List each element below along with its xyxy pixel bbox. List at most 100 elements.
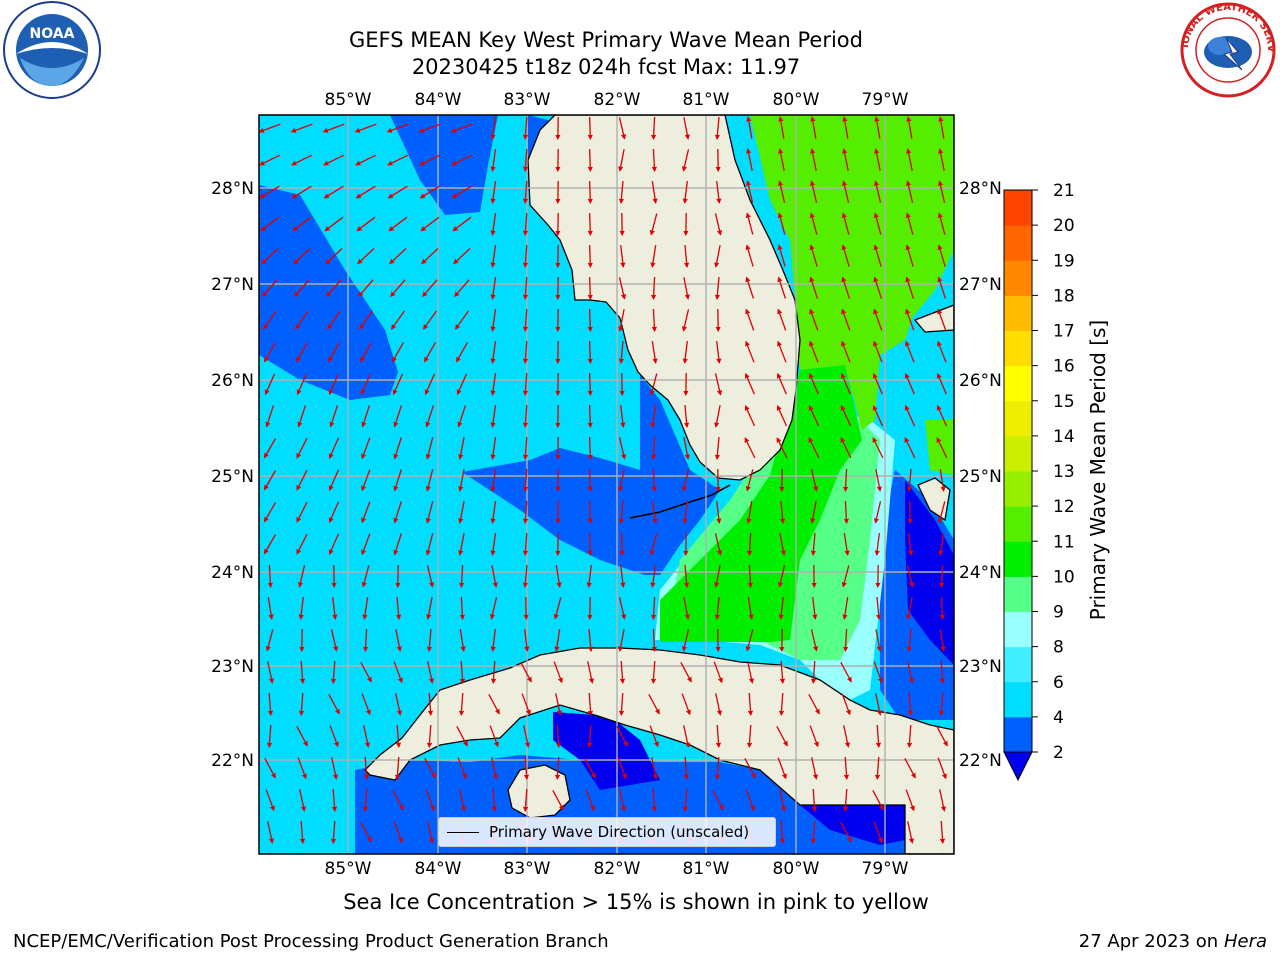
colorbar-segment bbox=[1004, 365, 1032, 402]
land-isla-juventud bbox=[507, 764, 571, 819]
wave-arrow bbox=[323, 185, 344, 199]
wave-arrow bbox=[747, 596, 754, 620]
wave-arrow bbox=[682, 501, 688, 524]
wave-arrow bbox=[777, 276, 787, 299]
wave-arrow bbox=[873, 501, 882, 524]
wave-arrow bbox=[332, 597, 338, 620]
wave-arrow bbox=[355, 185, 376, 199]
wave-arrow bbox=[490, 277, 497, 300]
wave-arrow bbox=[326, 310, 341, 330]
wave-arrow bbox=[490, 501, 497, 524]
wave-arrow bbox=[938, 532, 945, 556]
wave-arrow bbox=[490, 660, 497, 685]
wave-arrow bbox=[259, 185, 280, 199]
colorbar-tick-label: 9 bbox=[1053, 603, 1064, 623]
wave-arrow bbox=[776, 725, 788, 747]
wave-arrow bbox=[905, 789, 915, 812]
map-subtitle: 20230425 t18z 024h fcst Max: 11.97 bbox=[411, 55, 801, 79]
wave-arrow bbox=[779, 533, 786, 556]
wave-arrow bbox=[778, 116, 785, 139]
wave-arrow bbox=[745, 789, 755, 812]
colorbar-segment bbox=[1004, 225, 1032, 261]
wave-arrow bbox=[651, 500, 658, 524]
wave-arrow bbox=[587, 468, 593, 493]
land-cuba bbox=[364, 647, 954, 854]
wave-arrow bbox=[779, 660, 786, 685]
wave-arrow bbox=[587, 404, 593, 429]
wave-arrow bbox=[938, 692, 945, 717]
wave-arrow bbox=[586, 724, 593, 749]
period-field-11-12-se bbox=[925, 420, 954, 475]
wave-arrow bbox=[553, 597, 562, 620]
lon-label: 81°W bbox=[683, 859, 730, 879]
wave-arrow bbox=[745, 212, 754, 235]
wave-arrow bbox=[587, 340, 593, 365]
wave-arrow bbox=[264, 757, 276, 779]
wave-arrow bbox=[426, 565, 435, 588]
wave-arrow bbox=[490, 533, 497, 556]
lat-label: 27°N bbox=[959, 275, 1002, 295]
wave-arrow bbox=[651, 788, 658, 813]
lat-label: 27°N bbox=[211, 275, 254, 295]
wave-arrow bbox=[840, 372, 851, 395]
lat-label: 25°N bbox=[959, 467, 1002, 487]
colorbar-tick-label: 18 bbox=[1053, 286, 1075, 306]
wave-arrow bbox=[651, 340, 658, 364]
wave-arrow bbox=[651, 628, 657, 653]
wave-arrow bbox=[267, 692, 274, 717]
lat-label: 28°N bbox=[211, 179, 254, 199]
wave-arrow bbox=[906, 628, 912, 653]
period-field-10-11 bbox=[660, 365, 862, 642]
wave-arrow bbox=[745, 244, 754, 267]
wave-arrow bbox=[650, 244, 657, 268]
wave-arrow bbox=[875, 469, 882, 492]
wave-arrow bbox=[392, 789, 404, 811]
wave-arrow bbox=[714, 405, 721, 428]
wave-arrow bbox=[716, 181, 722, 204]
wave-arrow bbox=[587, 148, 593, 173]
wave-arrow bbox=[906, 565, 915, 588]
wave-arrow bbox=[872, 372, 883, 395]
wave-arrow bbox=[555, 724, 562, 749]
lon-label: 83°W bbox=[504, 859, 551, 879]
sea-ice-note: Sea Ice Concentration > 15% is shown in … bbox=[343, 890, 929, 914]
wave-arrow bbox=[392, 373, 404, 396]
wave-arrow bbox=[906, 724, 913, 749]
wave-arrow bbox=[357, 248, 375, 265]
wave-arrow bbox=[809, 308, 819, 331]
wave-arrow bbox=[267, 564, 273, 589]
wave-arrow bbox=[457, 405, 467, 428]
wave-arrow bbox=[809, 244, 818, 267]
wave-arrow bbox=[490, 373, 497, 396]
wave-arrow bbox=[618, 340, 624, 365]
wave-arrow bbox=[361, 405, 371, 428]
wave-arrow bbox=[779, 789, 786, 812]
wave-arrow bbox=[522, 308, 529, 333]
wave-arrow bbox=[746, 148, 753, 171]
wave-arrow bbox=[809, 725, 819, 748]
wave-arrow bbox=[261, 248, 279, 265]
wave-arrow bbox=[296, 373, 308, 396]
wave-arrow bbox=[363, 756, 370, 781]
wave-arrow bbox=[938, 148, 945, 171]
lat-label: 28°N bbox=[959, 179, 1002, 199]
wave-arrow bbox=[427, 692, 434, 717]
wave-arrow bbox=[299, 660, 306, 685]
wave-arrow bbox=[552, 789, 564, 811]
wave-arrow bbox=[299, 789, 306, 812]
wave-arrow bbox=[810, 660, 817, 685]
wave-arrow bbox=[684, 244, 690, 269]
lon-label: 85°W bbox=[325, 859, 372, 879]
wave-arrow bbox=[393, 469, 402, 492]
wave-arrow bbox=[426, 628, 432, 653]
wave-arrow bbox=[419, 154, 441, 166]
wave-arrow bbox=[328, 373, 340, 396]
wave-arrow bbox=[419, 185, 440, 199]
wave-arrow bbox=[296, 501, 308, 523]
wave-arrow bbox=[939, 660, 946, 685]
wave-arrow bbox=[939, 596, 945, 621]
wave-arrow bbox=[745, 629, 754, 652]
wave-arrow bbox=[587, 661, 594, 684]
wave-arrow bbox=[649, 213, 658, 236]
wave-arrow bbox=[906, 116, 913, 139]
